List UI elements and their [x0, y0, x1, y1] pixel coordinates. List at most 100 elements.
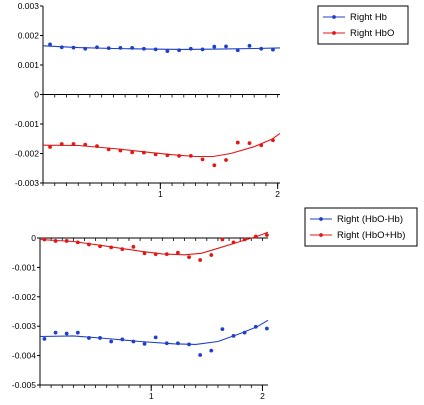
series-0-point — [220, 327, 225, 332]
y-tick-label: 0.001 — [18, 60, 40, 70]
series-1-point — [200, 157, 205, 162]
series-0-point — [200, 47, 205, 52]
series-0-point — [259, 46, 264, 51]
series-0-point — [75, 330, 80, 335]
series-1-point — [75, 240, 80, 245]
series-1-point — [242, 237, 247, 242]
series-1-point — [187, 255, 191, 260]
series-1-point — [153, 152, 158, 157]
series-0-point — [235, 48, 240, 53]
series-0-point — [271, 47, 275, 52]
top-legend: Right Hb Right HbO — [317, 5, 409, 45]
legend-label: Right (HbO+Hb) — [337, 230, 405, 241]
series-1-point — [188, 153, 193, 158]
y-tick-label: -0.002 — [15, 149, 39, 159]
series-0-point — [253, 324, 258, 329]
y-tick-label: 0.002 — [18, 31, 40, 41]
series-0-point — [98, 336, 102, 340]
series-1-point — [271, 138, 275, 143]
series-0-point — [106, 46, 111, 51]
series-0-point — [42, 336, 47, 341]
top-chart: 0.003 0.002 0.001 0 -0.001 -0.002 -0.003 1 2 — [15, 1, 281, 199]
legend-box — [317, 5, 409, 45]
series-0-point — [130, 45, 135, 50]
series-0-point — [83, 46, 88, 51]
series-0-point — [64, 331, 69, 336]
series-0-point — [177, 48, 181, 53]
series-0-point — [109, 339, 114, 344]
series-1-point — [176, 250, 180, 255]
series-1-point — [130, 150, 135, 155]
series-1-point — [118, 148, 123, 153]
series-1-point — [259, 143, 264, 148]
series-1-point — [253, 234, 258, 239]
series-0-point — [95, 45, 99, 50]
legend-marker — [319, 217, 323, 221]
series-1-point — [142, 150, 146, 155]
series-1-point — [87, 242, 91, 247]
series-0-point — [224, 44, 228, 49]
x-tick-label: 1 — [149, 391, 154, 401]
series-1-point — [153, 252, 158, 257]
y-tick-label: -0.003 — [15, 178, 39, 188]
series-1-point — [120, 247, 125, 252]
legend-label: Right (HbO-Hb) — [337, 214, 403, 225]
series-1-point — [212, 163, 217, 168]
series-1-point — [220, 237, 225, 242]
series-0-point — [87, 336, 91, 340]
series-0-point — [71, 45, 76, 50]
series-1-point — [177, 153, 181, 158]
y-tick-label: -0.001 — [12, 262, 36, 272]
series-1-point — [224, 158, 228, 162]
series-0-point — [198, 353, 203, 357]
legend-label: Right HbO — [350, 28, 394, 39]
y-tick-label: -0.005 — [12, 380, 36, 390]
series-1-point — [53, 239, 58, 243]
series-1-point — [71, 142, 76, 146]
series-1-point — [48, 145, 52, 149]
series-0-point — [264, 326, 269, 331]
series-0-point — [118, 45, 123, 50]
y-tick-label: -0.003 — [12, 321, 36, 331]
series-1-point — [64, 239, 69, 243]
series-1-point — [264, 233, 269, 237]
y-tick-label: 0.003 — [18, 1, 40, 11]
series-1-point — [142, 251, 147, 256]
series-1-point — [109, 245, 114, 250]
x-tick-label: 2 — [275, 189, 280, 199]
series-1-point — [231, 240, 236, 245]
series-1-point — [95, 144, 99, 149]
legend-marker — [319, 233, 323, 237]
series-fit-line-1 — [42, 132, 281, 158]
y-tick-label: 0 — [34, 90, 39, 100]
series-0-point — [59, 45, 64, 50]
series-1-point — [198, 258, 203, 262]
series-0-point — [153, 335, 158, 340]
series-0-point — [153, 47, 158, 52]
series-1-point — [42, 237, 47, 242]
series-0-point — [164, 341, 169, 346]
series-1-point — [164, 252, 169, 257]
bottom-legend: Right (HbO-Hb) Right (HbO+Hb) — [304, 207, 418, 247]
series-0-point — [142, 46, 146, 51]
series-1-point — [59, 142, 64, 146]
series-1-point — [83, 142, 88, 147]
series-0-point — [131, 339, 136, 344]
series-1-point — [209, 253, 214, 257]
series-0-point — [242, 330, 247, 335]
series-0-point — [120, 337, 125, 342]
series-0-point — [48, 42, 52, 47]
series-0-point — [231, 334, 236, 338]
x-tick-label: 2 — [260, 391, 265, 401]
series-1-point — [235, 140, 240, 145]
legend-marker — [332, 15, 336, 19]
y-tick-label: -0.002 — [12, 292, 36, 302]
series-0-point — [247, 43, 252, 48]
series-0-point — [188, 46, 193, 51]
series-1-point — [247, 141, 252, 146]
series-1-point — [165, 153, 170, 158]
legend-marker — [332, 31, 336, 35]
y-tick-label: -0.001 — [15, 119, 39, 129]
series-0-point — [53, 330, 58, 335]
